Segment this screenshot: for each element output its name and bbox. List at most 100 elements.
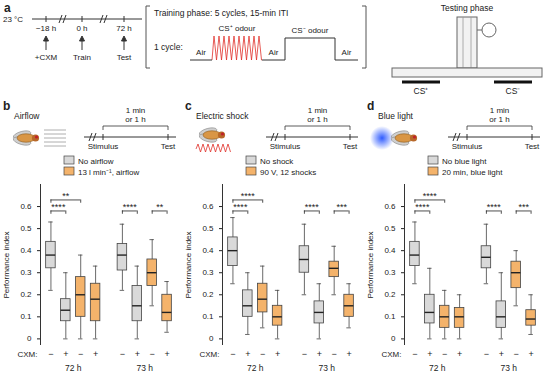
svg-text:Electric shock: Electric shock [196, 111, 249, 121]
svg-text:0.3: 0.3 [202, 268, 214, 277]
svg-text:0.4: 0.4 [384, 246, 396, 255]
svg-text:0.6: 0.6 [20, 202, 32, 211]
svg-text:−18 h: −18 h [36, 24, 56, 33]
svg-text:****: **** [487, 202, 502, 212]
svg-text:0.1: 0.1 [202, 312, 214, 321]
svg-text:****: **** [423, 191, 438, 201]
svg-text:+: + [528, 349, 533, 359]
svg-text:−: − [412, 349, 417, 359]
svg-text:Stimulus: Stimulus [452, 142, 483, 151]
svg-text:−: − [514, 349, 519, 359]
svg-text:0: 0 [209, 334, 214, 343]
svg-text:+: + [275, 349, 280, 359]
svg-text:c: c [185, 99, 192, 113]
svg-text:CXM:: CXM: [382, 350, 402, 359]
svg-text:0: 0 [391, 334, 396, 343]
svg-text:Test: Test [161, 142, 176, 151]
svg-text:−: − [484, 349, 489, 359]
svg-text:1 cycle:: 1 cycle: [154, 42, 183, 52]
svg-text:****: **** [233, 202, 248, 212]
svg-text:CXM:: CXM: [200, 350, 220, 359]
svg-text:23 °C: 23 °C [3, 15, 23, 24]
svg-text:0.5: 0.5 [384, 224, 396, 233]
svg-text:b: b [3, 99, 10, 113]
svg-text:+: + [93, 349, 98, 359]
svg-text:Training phase: 5 cycles, 15-m: Training phase: 5 cycles, 15-min ITI [154, 8, 288, 18]
svg-text:+CXM: +CXM [35, 53, 58, 62]
svg-text:Performance index: Performance index [2, 231, 11, 298]
svg-text:1 min: 1 min [126, 106, 146, 115]
svg-text:0.4: 0.4 [202, 246, 214, 255]
svg-text:****: **** [123, 202, 138, 212]
svg-text:0.3: 0.3 [384, 268, 396, 277]
svg-text:No airflow: No airflow [78, 157, 114, 166]
svg-text:Airflow: Airflow [14, 111, 40, 121]
svg-text:Stimulus: Stimulus [88, 142, 119, 151]
svg-text:0.5: 0.5 [202, 224, 214, 233]
svg-text:+: + [346, 349, 351, 359]
svg-text:0.1: 0.1 [20, 312, 32, 321]
svg-text:d: d [367, 99, 374, 113]
svg-text:73 h: 73 h [318, 363, 335, 373]
svg-text:Train: Train [73, 53, 91, 62]
svg-text:****: **** [241, 191, 256, 201]
svg-text:−: − [120, 349, 125, 359]
svg-text:No blue light: No blue light [442, 157, 487, 166]
svg-text:1 min: 1 min [308, 106, 328, 115]
svg-text:Test: Test [343, 142, 358, 151]
svg-text:No shock: No shock [260, 157, 294, 166]
svg-text:0.1: 0.1 [384, 312, 396, 321]
svg-text:****: **** [415, 202, 430, 212]
svg-text:or 1 h: or 1 h [125, 115, 145, 124]
svg-text:Stimulus: Stimulus [270, 142, 301, 151]
svg-text:**: ** [156, 202, 164, 212]
svg-text:0.4: 0.4 [20, 246, 32, 255]
svg-text:Air: Air [342, 48, 352, 57]
svg-text:1 min: 1 min [490, 106, 510, 115]
svg-text:+: + [135, 349, 140, 359]
svg-text:Performance index: Performance index [366, 231, 375, 298]
svg-text:90 V, 12 shocks: 90 V, 12 shocks [260, 168, 316, 177]
svg-text:CS⁻ odour: CS⁻ odour [292, 26, 329, 35]
svg-text:−: − [78, 349, 83, 359]
svg-text:Performance index: Performance index [184, 231, 193, 298]
svg-text:73 h: 73 h [136, 363, 153, 373]
svg-text:0.2: 0.2 [202, 290, 214, 299]
svg-text:****: **** [51, 202, 66, 212]
svg-text:Air: Air [269, 48, 279, 57]
svg-text:Test: Test [117, 53, 132, 62]
svg-text:72 h: 72 h [65, 363, 82, 373]
svg-text:−: − [260, 349, 265, 359]
svg-text:13 l min⁻¹, airflow: 13 l min⁻¹, airflow [78, 168, 139, 177]
svg-text:+: + [63, 349, 68, 359]
svg-text:Blue light: Blue light [378, 111, 414, 121]
svg-text:0.6: 0.6 [202, 202, 214, 211]
svg-text:+: + [427, 349, 432, 359]
svg-text:−: − [150, 349, 155, 359]
svg-text:Testing phase: Testing phase [441, 3, 494, 13]
svg-text:CS⁻: CS⁻ [506, 86, 521, 96]
svg-text:+: + [457, 349, 462, 359]
svg-text:72 h: 72 h [116, 24, 132, 33]
svg-text:0.6: 0.6 [384, 202, 396, 211]
svg-text:**: ** [62, 191, 70, 201]
svg-text:−: − [332, 349, 337, 359]
svg-text:CS⁺ odour: CS⁺ odour [219, 24, 256, 33]
svg-text:or 1 h: or 1 h [307, 115, 327, 124]
svg-text:0.5: 0.5 [20, 224, 32, 233]
svg-text:0: 0 [27, 334, 32, 343]
svg-text:72 h: 72 h [429, 363, 446, 373]
svg-text:−: − [302, 349, 307, 359]
svg-text:+: + [245, 349, 250, 359]
svg-text:+: + [164, 349, 169, 359]
svg-text:Test: Test [525, 142, 540, 151]
svg-text:****: **** [305, 202, 320, 212]
svg-text:Air: Air [196, 48, 206, 57]
svg-text:72 h: 72 h [247, 363, 264, 373]
svg-text:0.2: 0.2 [20, 290, 32, 299]
svg-text:−: − [48, 349, 53, 359]
svg-text:0.3: 0.3 [20, 268, 32, 277]
svg-text:−: − [230, 349, 235, 359]
svg-text:or 1 h: or 1 h [489, 115, 509, 124]
svg-text:CS⁺: CS⁺ [414, 86, 429, 96]
